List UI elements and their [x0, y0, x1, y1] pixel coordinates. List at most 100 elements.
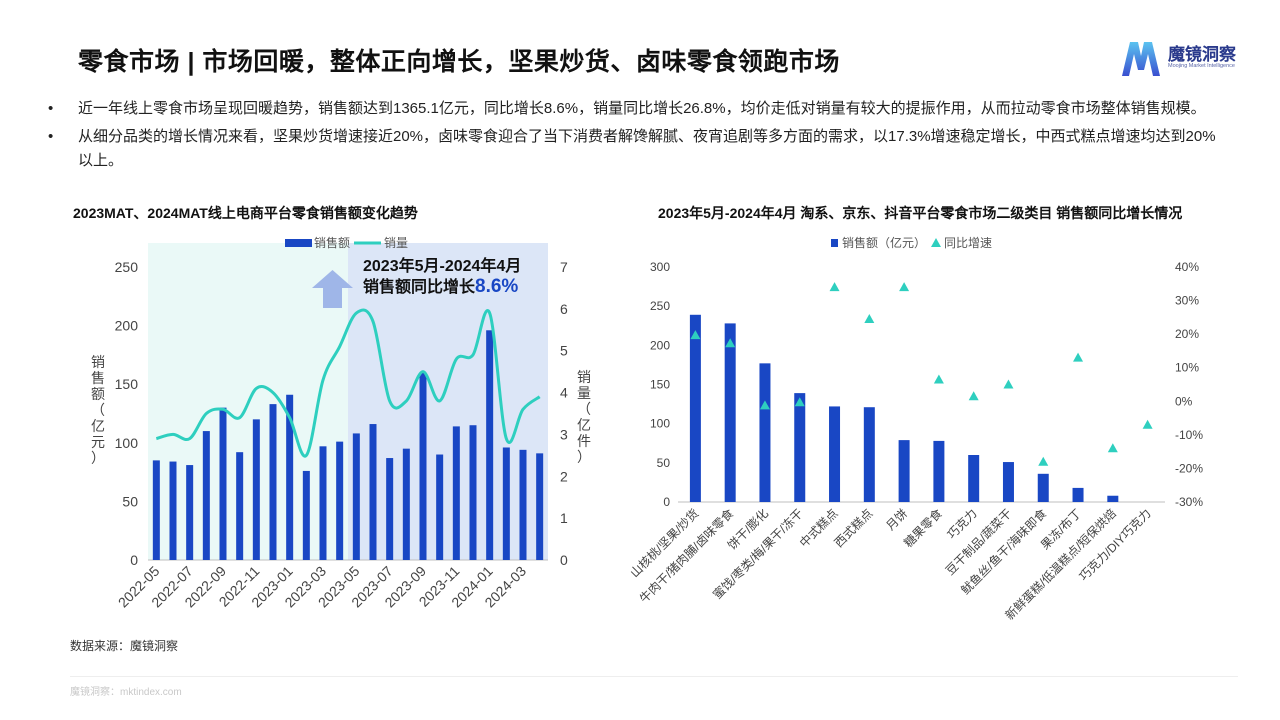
sales-bar [486, 330, 494, 560]
sales-bar [352, 433, 360, 560]
sales-bar [302, 470, 310, 560]
brand-logo: 魔镜洞察 Moojing Market Intelligence [1118, 38, 1248, 78]
growth-marker [794, 397, 805, 407]
y-tick-label: 150 [115, 376, 139, 392]
growth-arrow-icon [312, 270, 353, 308]
sales-bar [863, 407, 875, 502]
growth-marker [899, 282, 910, 292]
logo-mark-icon [1122, 42, 1160, 76]
growth-marker [1003, 379, 1014, 389]
y-tick-label: 200 [650, 338, 670, 352]
y-tick-label: 300 [650, 260, 670, 274]
y2-tick-label: 3 [560, 426, 568, 442]
sales-bar [152, 460, 160, 560]
bullet-marker: • [48, 100, 54, 117]
footer-text: 魔镜洞察：mktindex.com [70, 687, 182, 698]
sales-bar [689, 314, 701, 502]
y2-axis-label: 销量（亿件） [577, 369, 591, 465]
category-label: 糖果零食 [900, 506, 945, 551]
legend-sales-label: 销售额 [314, 235, 350, 250]
y-tick-label: 250 [650, 299, 670, 313]
sales-bar [236, 452, 244, 560]
y2-tick-label: 2 [560, 468, 568, 484]
y2-tick-label: -10% [1175, 428, 1203, 442]
y-tick-label: 50 [657, 456, 671, 470]
y-tick-label: 100 [115, 435, 139, 451]
footer-divider [70, 676, 1238, 677]
sales-bar [269, 404, 277, 560]
annotation-growth-value: 8.6% [475, 276, 518, 297]
sales-bar [469, 425, 477, 560]
bullet-text: 从细分品类的增长情况来看，坚果炒货增速接近20%，卤味零食迎合了当下消费者解馋解… [78, 127, 1216, 170]
bullet-text: 近一年线上零食市场呈现回暖趋势，销售额达到1365.1亿元，同比增长8.6%，销… [78, 100, 1206, 117]
period-2024mat-background [348, 243, 548, 560]
legend-sales-swatch [285, 239, 312, 247]
bullet-marker: • [48, 127, 54, 145]
growth-marker [1107, 443, 1118, 453]
category-label: 月饼 [883, 506, 910, 533]
sales-bar [1037, 473, 1049, 502]
sales-bar [536, 453, 544, 560]
growth-marker [725, 338, 736, 348]
y2-tick-label: 30% [1175, 294, 1199, 308]
y2-tick-label: 20% [1175, 327, 1199, 341]
y2-tick-label: 6 [560, 301, 568, 317]
sales-bar [252, 419, 260, 560]
sales-bar [519, 449, 527, 560]
sales-bar [202, 431, 210, 560]
growth-marker [864, 314, 875, 324]
sales-bar [369, 424, 377, 560]
y2-tick-label: 7 [560, 259, 568, 275]
bullet-item: • 从细分品类的增长情况来看，坚果炒货增速接近20%，卤味零食迎合了当下消费者解… [48, 125, 1228, 174]
y2-tick-label: 10% [1175, 361, 1199, 375]
category-label: 西式糕点 [832, 506, 876, 550]
sales-bar [1072, 487, 1084, 502]
data-source: 数据来源：魔镜洞察 [70, 639, 179, 653]
sales-bar [898, 440, 910, 502]
annotation-period: 2023年5月-2024年4月 [363, 256, 521, 275]
growth-marker [933, 374, 944, 384]
right-chart-title: 2023年5月-2024年4月 淘系、京东、抖音平台零食市场二级类目 销售额同比… [658, 205, 1183, 221]
sales-bar [186, 465, 194, 560]
annotation-growth: 销售额同比增长8.6% [363, 276, 518, 297]
left-chart-title: 2023MAT、2024MAT线上电商平台零食销售额变化趋势 [73, 205, 418, 221]
y2-tick-label: -30% [1175, 495, 1203, 509]
legend-growth-marker [931, 238, 941, 247]
legend-sales-label: 销售额（亿元） [842, 235, 926, 250]
sales-bar [759, 363, 771, 502]
growth-marker [1073, 352, 1084, 362]
sales-bar [419, 372, 427, 560]
growth-marker [968, 391, 979, 401]
sales-bar [933, 440, 945, 502]
sales-bar [968, 455, 980, 502]
legend-sales-swatch [831, 239, 838, 247]
sales-bar [724, 323, 736, 502]
y-tick-label: 200 [115, 318, 139, 334]
legend-volume-label: 销量 [384, 236, 408, 250]
y-tick-label: 100 [650, 417, 670, 431]
y2-tick-label: 0 [560, 552, 568, 568]
sales-bar [436, 454, 444, 560]
growth-marker [1038, 456, 1049, 466]
y-tick-label: 150 [650, 378, 670, 392]
page-title: 零食市场 | 市场回暖，整体正向增长，坚果炒货、卤味零食领跑市场 [78, 48, 840, 76]
logo-subtitle: Moojing Market Intelligence [1168, 63, 1235, 69]
sales-bar [794, 393, 806, 502]
growth-marker [759, 400, 770, 410]
y-tick-label: 0 [663, 495, 670, 509]
volume-line [155, 308, 541, 458]
y-axis-label: 销售额（亿元） [91, 354, 105, 466]
y-tick-label: 50 [122, 493, 138, 509]
y2-tick-label: 40% [1175, 260, 1199, 274]
y-tick-label: 0 [130, 552, 138, 568]
legend-growth-label: 同比增速 [944, 236, 992, 250]
sales-bar [169, 461, 177, 560]
annotation-growth-label: 销售额同比增长 [363, 277, 476, 296]
sales-bar [219, 407, 227, 560]
y2-tick-label: 4 [560, 385, 568, 401]
sales-bar [336, 441, 344, 560]
summary-bullets: • 近一年线上零食市场呈现回暖趋势，销售额达到1365.1亿元，同比增长8.6%… [48, 97, 1228, 177]
sales-bar [386, 458, 394, 560]
category-growth-chart: 0 50 100 150 200 250 300 -30% -20% -10% 0% 10% 20% 30… [627, 235, 1204, 623]
logo-name: 魔镜洞察 [1168, 45, 1236, 64]
